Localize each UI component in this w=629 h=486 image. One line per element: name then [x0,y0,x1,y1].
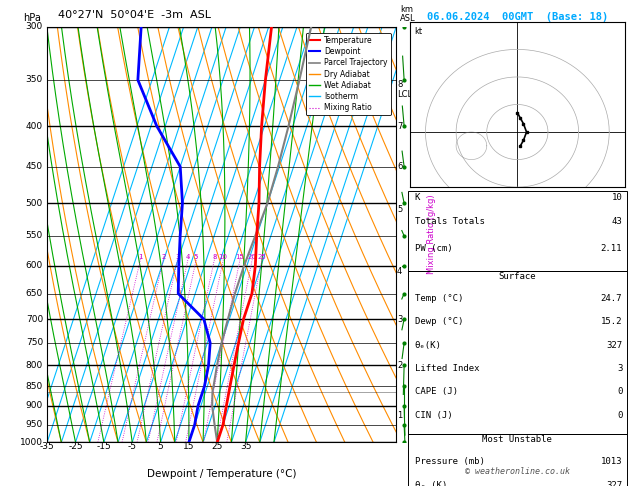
Text: 0: 0 [617,411,622,420]
Text: LCL: LCL [397,89,412,99]
Text: 8: 8 [397,80,403,89]
Text: 900: 900 [26,401,43,410]
Text: 35: 35 [240,442,252,451]
Text: 3: 3 [397,314,403,324]
Text: -15: -15 [96,442,111,451]
Text: 400: 400 [26,122,43,131]
Text: 24.7: 24.7 [601,294,622,303]
Text: 1013: 1013 [601,457,622,467]
Text: 327: 327 [606,341,622,350]
Text: 850: 850 [26,382,43,391]
Text: 3: 3 [175,254,180,260]
Text: 20: 20 [248,254,257,260]
Text: PW (cm): PW (cm) [415,244,452,253]
Text: 550: 550 [26,231,43,241]
Text: 650: 650 [26,289,43,298]
Text: 5: 5 [158,442,164,451]
Text: 500: 500 [26,199,43,208]
Text: 40°27'N  50°04'E  -3m  ASL: 40°27'N 50°04'E -3m ASL [58,11,211,20]
Text: 1: 1 [397,411,402,420]
Text: Totals Totals: Totals Totals [415,217,484,226]
Text: -25: -25 [68,442,83,451]
Text: Mixing Ratio (g/kg): Mixing Ratio (g/kg) [426,195,436,274]
Text: CIN (J): CIN (J) [415,411,452,420]
Text: 350: 350 [26,75,43,85]
Text: Dewpoint / Temperature (°C): Dewpoint / Temperature (°C) [147,469,296,479]
Text: 700: 700 [26,314,43,324]
Text: 43: 43 [611,217,622,226]
Text: Surface: Surface [499,272,536,281]
Text: -5: -5 [128,442,136,451]
Text: 06.06.2024  00GMT  (Base: 18): 06.06.2024 00GMT (Base: 18) [426,12,608,22]
Bar [408,191,626,271]
Text: 2.11: 2.11 [601,244,622,253]
Text: 6: 6 [397,162,403,171]
Text: 3: 3 [617,364,622,373]
Text: 750: 750 [26,338,43,347]
Text: © weatheronline.co.uk: © weatheronline.co.uk [465,467,570,476]
Text: 800: 800 [26,361,43,370]
Text: 2: 2 [397,361,402,370]
Bar [408,271,626,434]
Text: 4: 4 [397,267,402,276]
Text: 950: 950 [26,420,43,429]
Text: 1: 1 [138,254,143,260]
Text: 15: 15 [183,442,194,451]
Text: Most Unstable: Most Unstable [482,435,552,445]
Text: CAPE (J): CAPE (J) [415,387,458,397]
Text: 5: 5 [194,254,198,260]
Text: 0: 0 [617,387,622,397]
Text: 15: 15 [235,254,244,260]
Text: Dewp (°C): Dewp (°C) [415,317,463,327]
Text: 450: 450 [26,162,43,171]
Text: θₑ (K): θₑ (K) [415,481,447,486]
Text: 600: 600 [26,261,43,270]
Text: θₑ(K): θₑ(K) [415,341,442,350]
Text: 15.2: 15.2 [601,317,622,327]
Text: 25: 25 [257,254,266,260]
Text: Temp (°C): Temp (°C) [415,294,463,303]
Text: km
ASL: km ASL [400,4,415,22]
Text: 4: 4 [186,254,190,260]
Text: 1000: 1000 [20,438,43,447]
Text: 7: 7 [397,122,403,131]
Text: 25: 25 [211,442,223,451]
Text: Lifted Index: Lifted Index [415,364,479,373]
Text: 5: 5 [397,206,402,214]
Text: 327: 327 [606,481,622,486]
Text: 10: 10 [611,193,622,202]
Text: 300: 300 [26,22,43,31]
Text: hPa: hPa [23,13,41,22]
Text: Pressure (mb): Pressure (mb) [415,457,484,467]
Legend: Temperature, Dewpoint, Parcel Trajectory, Dry Adiabat, Wet Adiabat, Isotherm, Mi: Temperature, Dewpoint, Parcel Trajectory… [306,33,391,116]
Text: -35: -35 [40,442,55,451]
Bar [408,434,626,486]
Text: K: K [415,193,420,202]
Text: 8: 8 [212,254,216,260]
Text: 2: 2 [161,254,165,260]
Text: 10: 10 [219,254,228,260]
